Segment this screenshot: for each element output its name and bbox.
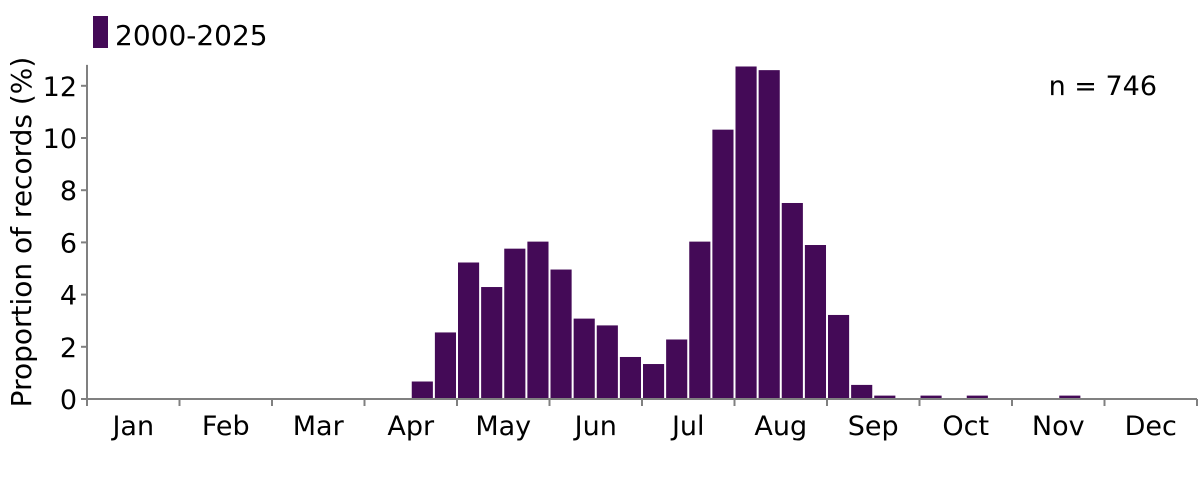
x-tick-label: Sep — [848, 411, 899, 442]
bar — [689, 241, 711, 399]
bar — [643, 364, 665, 399]
x-tick-label: May — [475, 411, 531, 442]
bar — [828, 314, 850, 399]
bar — [966, 395, 988, 399]
x-tick-label: Jan — [110, 411, 154, 442]
x-tick-label: Dec — [1125, 411, 1177, 442]
bar — [874, 395, 896, 399]
bar — [712, 129, 734, 399]
bar — [619, 356, 642, 399]
y-tick-label: 0 — [60, 385, 77, 416]
bar — [735, 66, 757, 400]
y-tick-label: 4 — [60, 281, 77, 312]
legend-label: 2000-2025 — [115, 19, 268, 52]
y-axis-title: Proportion of records (%) — [5, 57, 38, 408]
bar — [458, 262, 480, 399]
y-tick-label: 10 — [43, 124, 77, 155]
x-tick-label: Apr — [387, 411, 435, 442]
sample-size-annotation: n = 746 — [1049, 71, 1157, 102]
x-tick-label: Oct — [942, 411, 989, 442]
x-tick-label: Aug — [754, 411, 807, 442]
bar — [527, 241, 549, 399]
bar — [481, 287, 503, 399]
bars — [411, 66, 1081, 400]
y-tick-label: 12 — [43, 72, 77, 103]
bar — [920, 395, 942, 399]
y-tick-label: 8 — [60, 176, 77, 207]
bar — [781, 202, 803, 399]
x-tick-label: Jun — [573, 411, 617, 442]
axes: 0 2 4 6 8 10 12 Jan Feb Mar Apr May Jun Jul Aug Sep Oct N… — [43, 64, 1198, 442]
bar — [804, 245, 827, 399]
bar — [434, 332, 457, 399]
x-tick-label: Jul — [670, 411, 705, 442]
y-tick-label: 2 — [60, 333, 77, 364]
y-tick-label: 6 — [60, 228, 77, 259]
bar — [550, 269, 572, 399]
x-tick-label: Nov — [1032, 411, 1085, 442]
bar — [1059, 395, 1081, 399]
bar — [851, 384, 873, 399]
bar — [666, 339, 688, 399]
bar — [596, 325, 618, 399]
bar — [411, 381, 433, 399]
bar — [758, 70, 780, 399]
legend-swatch — [93, 16, 108, 48]
bar — [573, 318, 595, 399]
x-tick-label: Feb — [202, 411, 250, 442]
bar — [504, 248, 526, 399]
legend: 2000-2025 — [93, 16, 268, 52]
x-tick-label: Mar — [293, 411, 345, 442]
